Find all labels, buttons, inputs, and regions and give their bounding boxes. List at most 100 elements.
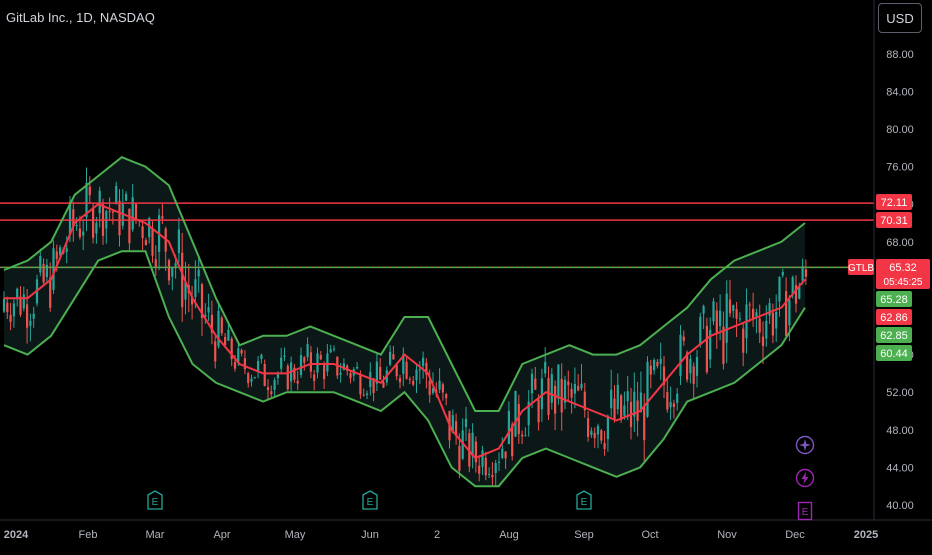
candle-body — [339, 372, 342, 375]
candle-body — [194, 279, 197, 297]
candle-body — [75, 224, 78, 227]
svg-text:E: E — [802, 507, 809, 518]
candle-body — [425, 362, 428, 375]
price-tag — [876, 194, 912, 210]
time-tick-label: 2025 — [854, 529, 878, 541]
candle-body — [408, 378, 411, 380]
candle-body — [676, 393, 679, 403]
candle-body — [567, 381, 570, 386]
currency-button[interactable]: USD — [878, 3, 922, 33]
candle-body — [514, 390, 517, 437]
candle-body — [428, 380, 431, 396]
candle-body — [633, 391, 636, 417]
candle-body — [719, 310, 722, 326]
candle-body — [247, 373, 250, 384]
candle-body — [422, 357, 425, 366]
price-tick-label: 76.00 — [886, 162, 914, 174]
candle-body — [705, 325, 708, 373]
candle-body — [237, 348, 240, 363]
band-fill — [4, 157, 805, 487]
candle-body — [362, 394, 365, 396]
candle-body — [494, 463, 497, 473]
candle-body — [699, 316, 702, 345]
earnings-marker[interactable]: E — [362, 490, 378, 510]
candle-body — [501, 448, 504, 458]
candle-body — [686, 352, 689, 380]
candle-body — [768, 303, 771, 316]
price-tick-label: 68.00 — [886, 237, 914, 249]
candle-body — [484, 457, 487, 476]
candle-body — [131, 197, 134, 230]
chart-title: GitLab Inc., 1D, NASDAQ — [6, 10, 155, 25]
candle-body — [85, 182, 88, 218]
candle-body — [695, 357, 699, 376]
symbol-tag-label: GTLB — [848, 263, 874, 274]
candle-body — [171, 267, 174, 277]
candle-body — [656, 361, 659, 367]
earnings-marker[interactable]: E — [576, 490, 592, 510]
candle-body — [431, 388, 435, 393]
candle-body — [689, 358, 692, 374]
earnings-icon[interactable]: E — [795, 501, 815, 521]
candle-body — [725, 293, 728, 343]
earnings-marker[interactable]: E — [147, 490, 163, 510]
price-tag-label: 65.28 — [880, 294, 908, 306]
candle-body — [402, 354, 405, 374]
candle-body — [332, 348, 336, 350]
time-tick-label: Oct — [641, 529, 658, 541]
candle-body — [26, 304, 29, 328]
time-tick-label: 2 — [434, 529, 440, 541]
candle-body — [445, 394, 448, 399]
time-tick-label: Aug — [499, 529, 519, 541]
candle-body — [12, 303, 15, 317]
candle-body — [563, 379, 567, 403]
candle-body — [395, 364, 398, 377]
candle-body — [620, 395, 623, 421]
candle-body — [372, 378, 375, 394]
price-tag-label: 70.31 — [880, 215, 908, 227]
price-tick-label: 80.00 — [886, 124, 914, 136]
candle-body — [623, 405, 626, 416]
time-tick-label: Mar — [146, 529, 165, 541]
candle-body — [742, 328, 745, 353]
price-tag-label: 60.44 — [880, 348, 908, 360]
candle-body — [9, 315, 12, 322]
price-tick-label: 40.00 — [886, 500, 914, 512]
candle-body — [184, 281, 187, 300]
candle-body — [227, 329, 230, 341]
candle-body — [451, 415, 454, 433]
lightning-icon[interactable] — [795, 468, 815, 488]
time-axis[interactable]: 2024 Feb Mar Apr May Jun 2 Aug Sep Oct Nov Dec 2025 — [4, 529, 878, 541]
earnings-marker-label: E — [152, 497, 159, 508]
time-tick-label: Sep — [574, 529, 594, 541]
candle-body — [709, 330, 712, 360]
candle-body — [263, 364, 266, 387]
candle-body — [646, 361, 649, 417]
price-tick-label: 52.00 — [886, 387, 914, 399]
candle-body — [412, 380, 415, 385]
candle-body — [550, 374, 553, 403]
candle-body — [626, 391, 629, 402]
candle-body — [438, 380, 441, 390]
candle-body — [392, 354, 395, 360]
candle-body — [517, 403, 520, 435]
candle-body — [748, 304, 751, 306]
candle-body — [148, 218, 151, 238]
candle-body — [775, 311, 778, 329]
candle-body — [266, 387, 270, 391]
candle-body — [250, 378, 253, 382]
candle-body — [55, 251, 58, 259]
candle-body — [359, 375, 362, 395]
candle-body — [68, 201, 72, 235]
sparkle-icon[interactable] — [795, 435, 815, 455]
candle-body — [19, 296, 22, 315]
candle-body — [181, 252, 184, 308]
price-tag — [876, 291, 912, 307]
candle-body — [554, 385, 557, 414]
candle-body — [471, 432, 474, 457]
candle-body — [606, 416, 609, 440]
candle-body — [702, 306, 705, 314]
candle-body — [682, 336, 685, 341]
